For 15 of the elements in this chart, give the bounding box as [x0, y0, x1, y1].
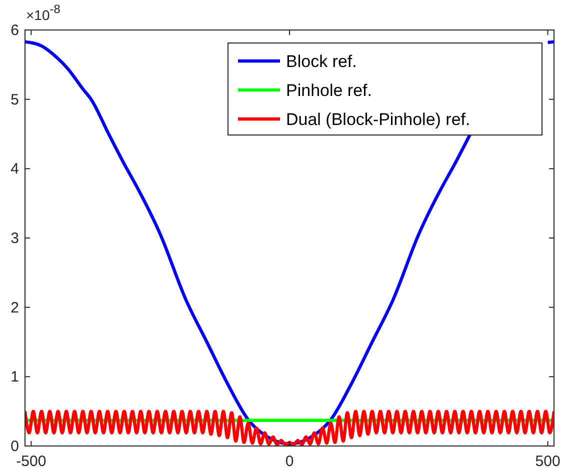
y-tick-label: 4: [10, 160, 19, 178]
line-series: [25, 410, 554, 446]
y-tick-label: 6: [10, 22, 19, 39]
x-tick-label: 0: [285, 453, 294, 470]
y-tick-label: 2: [10, 299, 19, 316]
x-tick-label: -500: [16, 453, 46, 470]
legend-label: Pinhole ref.: [286, 81, 372, 100]
y-tick-label: 1: [10, 368, 19, 386]
y-tick-label: 5: [10, 91, 19, 108]
text: ×10$^{-8}$: [26, 2, 61, 23]
y-tick-label: 0: [10, 438, 19, 455]
legend-label: Block ref.: [286, 52, 357, 71]
x-tick-label: 500: [535, 453, 560, 470]
legend-label: Dual (Block-Pinhole) ref.: [286, 110, 470, 129]
y-tick-label: 3: [10, 230, 19, 247]
